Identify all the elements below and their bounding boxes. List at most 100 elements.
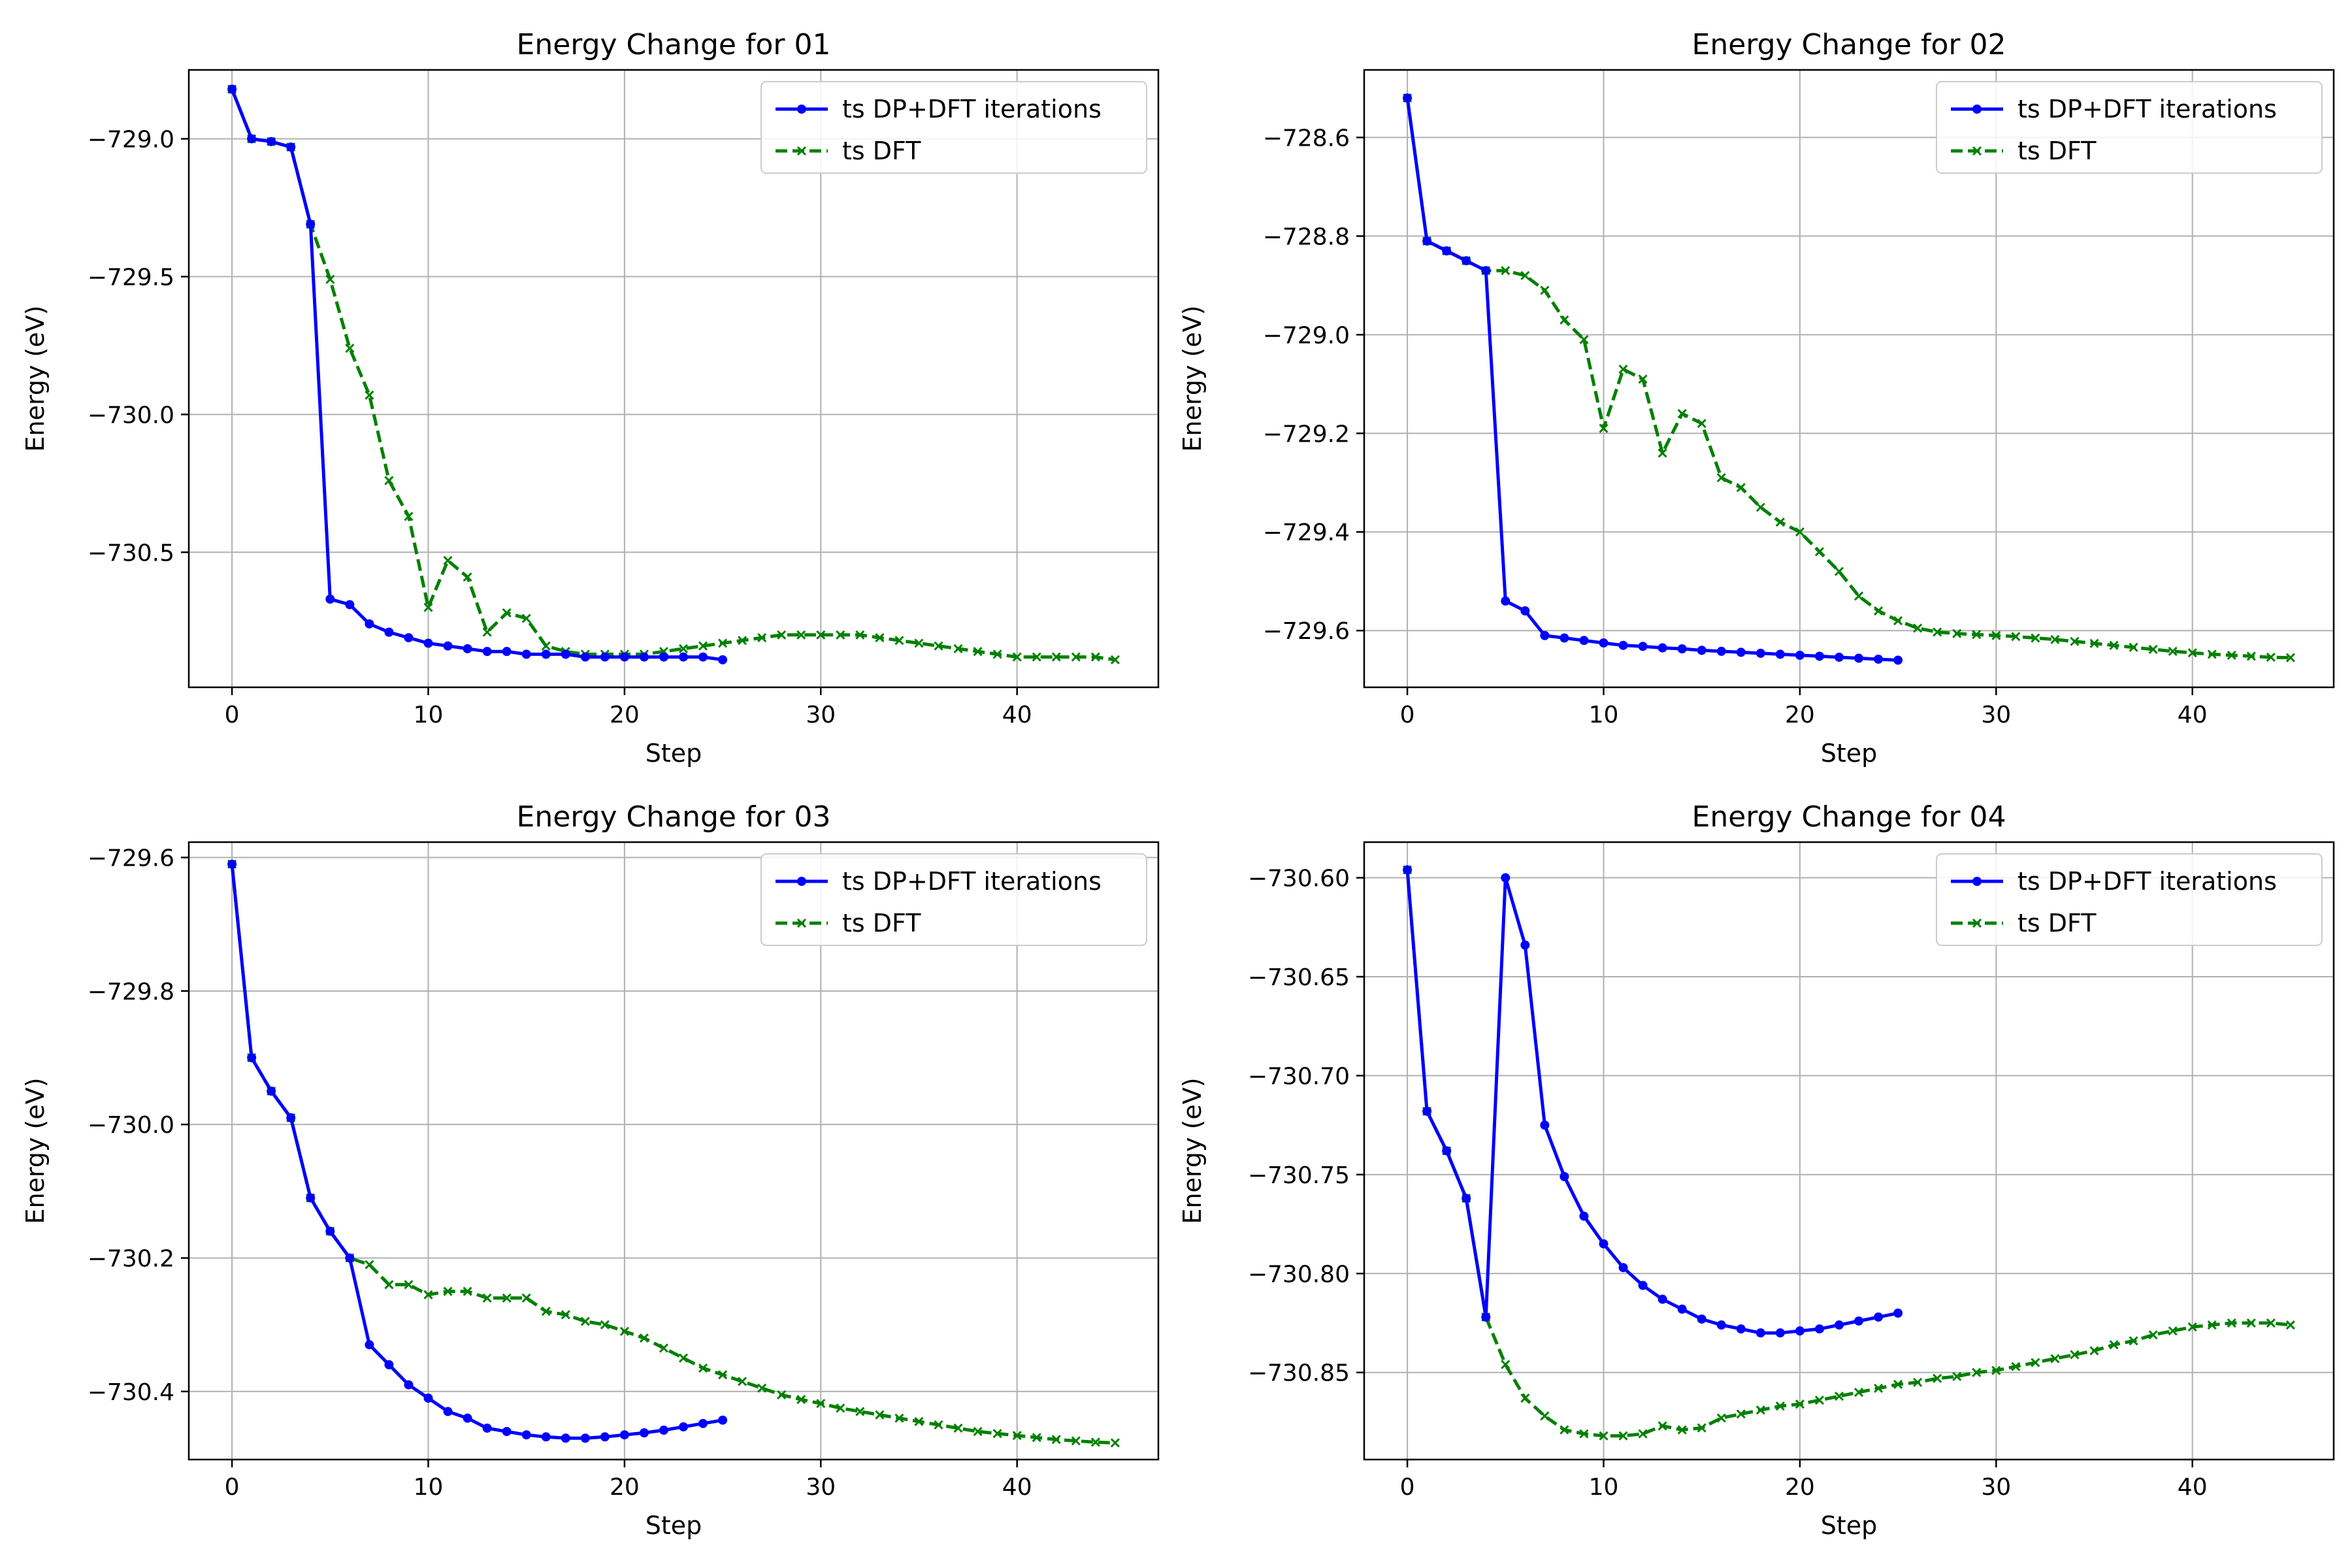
data-point-x: [816, 630, 826, 640]
data-point-x: [404, 1280, 414, 1290]
data-point: [600, 652, 610, 662]
data-point-x: [1736, 483, 1746, 493]
chart-panel-4: 0 10 20 30 40 −730.60 −730.65 −730.70 −730.75 −73…: [1178, 800, 2335, 1540]
data-point-x: [600, 1320, 610, 1330]
x-axis-label: Step: [645, 1511, 702, 1540]
legend-marker-dot: [797, 877, 806, 886]
axes-frame: [188, 69, 1160, 689]
series-line-dft: [230, 88, 1116, 662]
data-point: [1756, 1328, 1765, 1338]
data-point-x: [914, 638, 924, 648]
axes-frame: [188, 841, 1160, 1461]
data-point: [306, 1193, 316, 1203]
x-tick-label: 10: [1589, 1474, 1619, 1501]
data-point: [1893, 655, 1903, 665]
legend: ts DP+DFT iterations ts DFT: [760, 853, 1147, 946]
y-tick-label: −730.70: [1248, 1063, 1350, 1090]
data-point-x: [934, 1420, 943, 1429]
data-point-x: [404, 512, 414, 521]
data-point-x: [738, 636, 747, 645]
y-tick-label: −729.4: [1263, 519, 1350, 546]
data-point: [1638, 642, 1648, 651]
chart-panel-1: 0 10 20 30 40 −729.0 −729.5 −730.0 −730.5 Energy …: [21, 28, 1160, 768]
data-point-x: [777, 630, 787, 640]
data-point-x: [1775, 1401, 1785, 1411]
data-point: [1540, 630, 1550, 640]
data-point-x: [973, 647, 983, 657]
data-point: [267, 1086, 276, 1096]
y-axis-label: Energy (eV): [1178, 1077, 1207, 1224]
data-point-x: [1540, 286, 1550, 295]
data-point-x: [796, 1394, 806, 1405]
data-point: [698, 652, 708, 662]
data-point: [1697, 1314, 1707, 1324]
x-tick-label: 0: [225, 1474, 240, 1501]
data-point-x: [2285, 1320, 2295, 1330]
data-point-x: [934, 641, 943, 651]
data-point-x: [1756, 1405, 1765, 1415]
data-point: [443, 641, 453, 651]
data-point-x: [875, 1410, 885, 1420]
data-point-x: [2285, 653, 2295, 662]
data-point: [639, 1428, 649, 1438]
data-point-x: [384, 1280, 394, 1290]
data-point: [1814, 1324, 1824, 1334]
data-point: [1579, 636, 1589, 645]
data-point-x: [738, 1377, 747, 1386]
data-point-x: [2070, 636, 2080, 646]
legend: ts DP+DFT iterations ts DFT: [1936, 81, 2323, 174]
y-tick-label: −729.0: [1263, 322, 1350, 349]
legend-label: ts DP+DFT iterations: [842, 95, 1102, 123]
data-point: [1658, 1294, 1667, 1304]
data-point-x: [2227, 1318, 2236, 1328]
x-tick-label: 0: [1400, 1474, 1415, 1501]
data-point-x: [1090, 652, 1100, 662]
data-point-x: [2148, 644, 2158, 654]
data-point-x: [1775, 517, 1785, 527]
data-point-x: [1012, 1431, 1022, 1441]
x-tick-label: 30: [806, 702, 836, 728]
data-point: [325, 1226, 335, 1236]
x-tick-label: 30: [1981, 702, 2011, 728]
data-point: [1481, 266, 1491, 276]
data-point-x: [1991, 1365, 2001, 1375]
y-tick-label: −730.4: [88, 1379, 174, 1406]
data-point-x: [1933, 627, 1942, 637]
data-point-x: [1032, 1433, 1041, 1443]
legend-box: [760, 81, 1147, 174]
data-point-x: [1560, 1425, 1569, 1435]
data-point-x: [2246, 651, 2256, 661]
axes-frame: [1363, 841, 2335, 1461]
series-line-dp-dft: [1405, 97, 1899, 662]
data-point-x: [561, 1310, 570, 1320]
data-point-x: [2129, 642, 2138, 652]
y-tick-label: −728.8: [1263, 223, 1350, 250]
series-group: [1403, 865, 2295, 1441]
data-point-x: [1716, 473, 1726, 483]
axes-frame: [1363, 69, 2335, 689]
data-point-x: [2148, 1330, 2158, 1340]
data-point-x: [1520, 270, 1530, 280]
legend-marker-x: [796, 918, 807, 928]
data-point: [1618, 1263, 1628, 1273]
legend-box: [1936, 853, 2323, 946]
y-tick-label: −730.2: [88, 1245, 174, 1272]
data-point-x: [1697, 1423, 1707, 1433]
data-point-x: [1814, 547, 1824, 557]
data-point: [1736, 1324, 1746, 1334]
x-tick-label: 0: [1400, 702, 1415, 728]
y-tick-label: −729.2: [1263, 421, 1350, 448]
legend-marker-x: [1972, 146, 1982, 156]
data-point-x: [973, 1427, 983, 1437]
data-point: [306, 220, 316, 229]
data-point: [619, 652, 629, 662]
data-point-x: [1874, 606, 1884, 616]
data-point: [1736, 647, 1746, 657]
data-point-x: [521, 613, 531, 623]
data-point-x: [855, 1407, 865, 1416]
data-point-x: [1952, 1371, 1962, 1381]
data-point: [384, 627, 394, 637]
data-point: [1716, 646, 1726, 656]
data-point-x: [325, 274, 335, 284]
data-point-x: [894, 1413, 904, 1423]
